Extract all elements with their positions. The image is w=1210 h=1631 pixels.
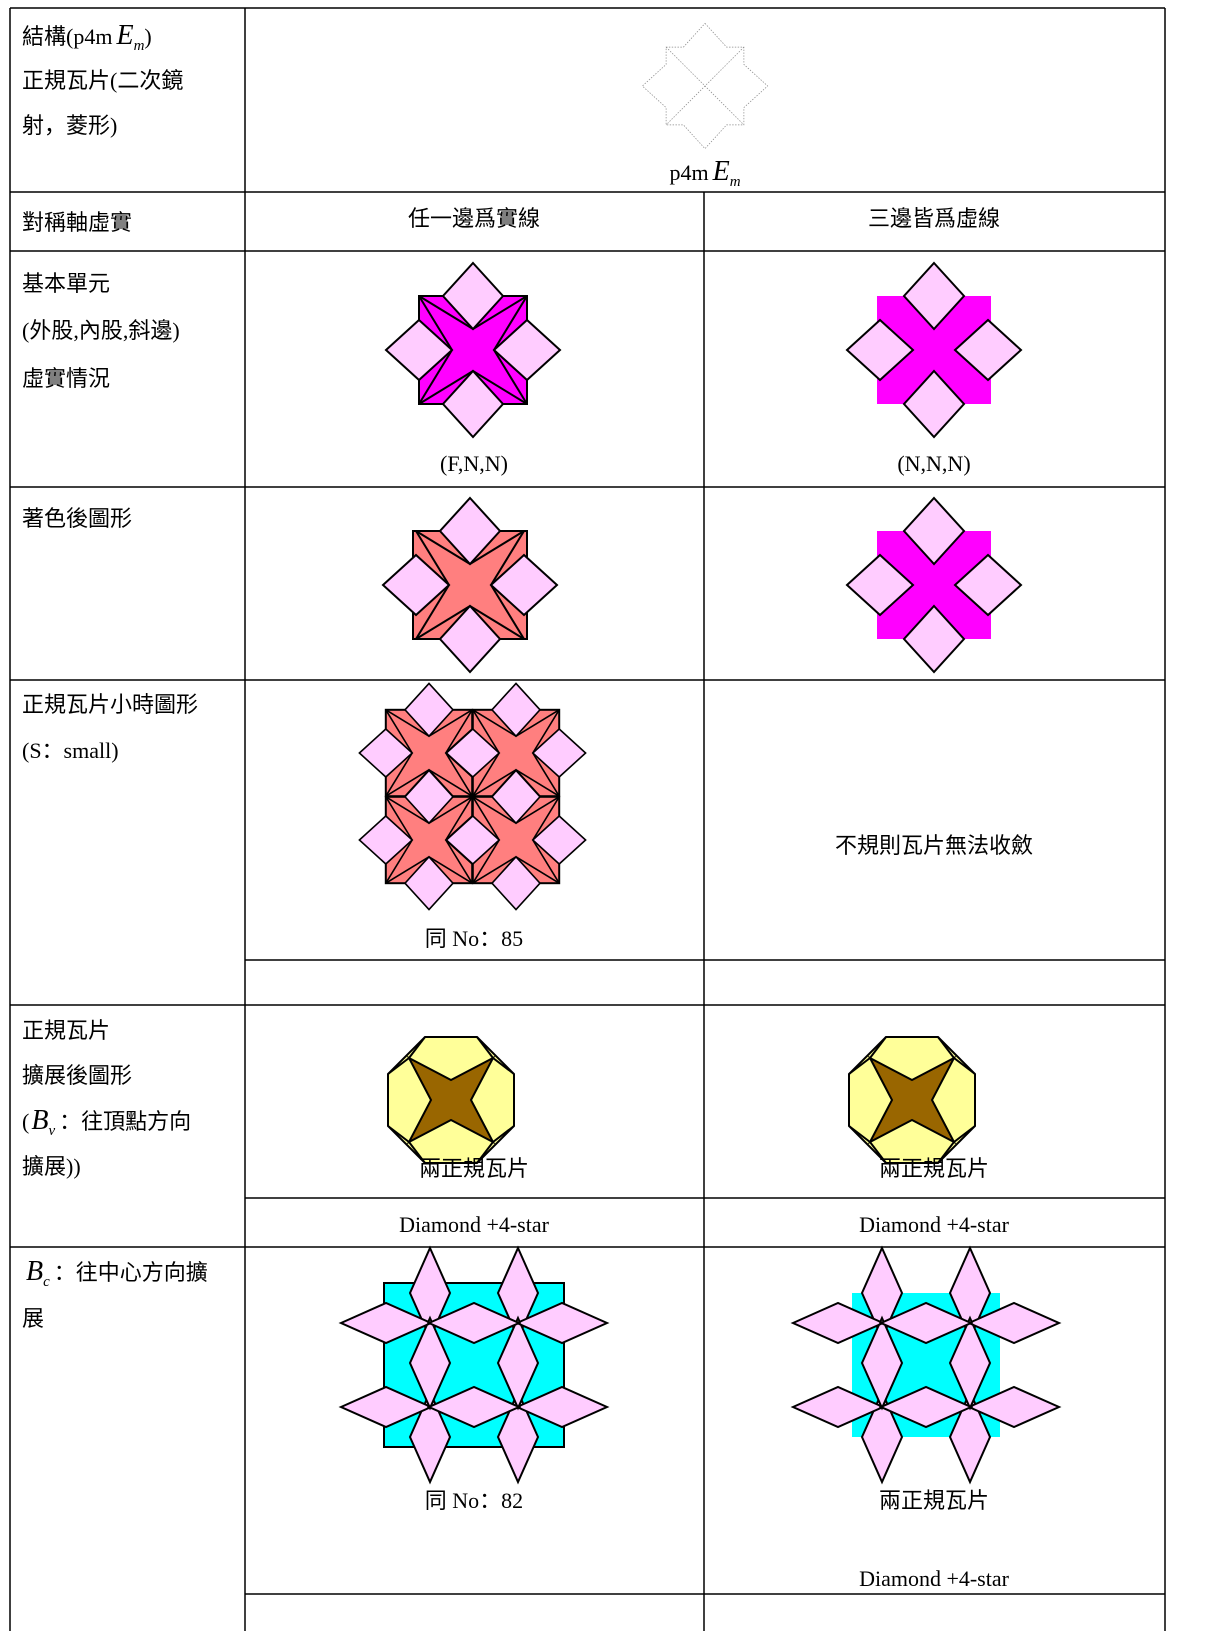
row-label: 正規瓦片 xyxy=(22,1018,110,1043)
center-pattern-1 xyxy=(341,1248,607,1482)
cell-text: 同 No：82 xyxy=(425,1488,523,1513)
row-label: Bc ：往中心方向擴 xyxy=(26,1256,208,1290)
row-label: 擴展)) xyxy=(22,1154,81,1179)
octagon-1 xyxy=(387,1036,515,1164)
row-label: 正規瓦片(二次鏡 xyxy=(22,68,183,93)
cell-text: 兩正規瓦片 xyxy=(419,1156,529,1181)
octagon-2 xyxy=(848,1036,976,1164)
small-flower-outline xyxy=(641,22,769,150)
row-label: 射，菱形) xyxy=(22,113,117,138)
cell-text: Diamond +4-star xyxy=(859,1212,1010,1237)
cell-text: 同 No：85 xyxy=(425,926,523,951)
tile-small-pattern xyxy=(358,682,587,911)
tile-basic-1 xyxy=(385,262,561,438)
cell-text: 三邊皆爲虛線 xyxy=(868,206,1000,231)
cell-text: 任一邊爲實線 xyxy=(408,206,540,231)
cell-text: 兩正規瓦片 xyxy=(879,1156,989,1181)
row-label: 結構(p4m Em) xyxy=(22,20,152,54)
row-label: 著色後圖形 xyxy=(22,506,132,531)
row-label: 對稱軸虛實 xyxy=(22,210,132,235)
row-label: (外股,內股,斜邊) xyxy=(22,318,180,343)
cell-text: (N,N,N) xyxy=(897,451,970,476)
row-label: 擴展後圖形 xyxy=(22,1063,132,1088)
row-label: 基本單元 xyxy=(22,271,110,296)
row-label: (S：small) xyxy=(22,738,119,763)
cell-text: Diamond +4-star xyxy=(859,1566,1010,1591)
row-label: 展 xyxy=(22,1306,44,1331)
tile-basic-2 xyxy=(846,262,1022,438)
cell-text: (F,N,N) xyxy=(440,451,508,476)
row-label: (Bv ：往頂點方向 xyxy=(22,1105,191,1139)
cell-text: 兩正規瓦片 xyxy=(879,1488,989,1513)
table-borders xyxy=(9,7,1166,1631)
cell-text: 不規則瓦片無法收斂 xyxy=(835,833,1033,858)
tile-colored-2 xyxy=(846,497,1022,673)
tile-colored-1 xyxy=(382,497,558,673)
caption: p4m Em xyxy=(669,156,740,190)
row-label: 虛實情況 xyxy=(22,366,110,391)
row-label: 正規瓦片小時圖形 xyxy=(22,692,198,717)
center-pattern-2 xyxy=(793,1248,1059,1482)
cell-text: Diamond +4-star xyxy=(399,1212,550,1237)
